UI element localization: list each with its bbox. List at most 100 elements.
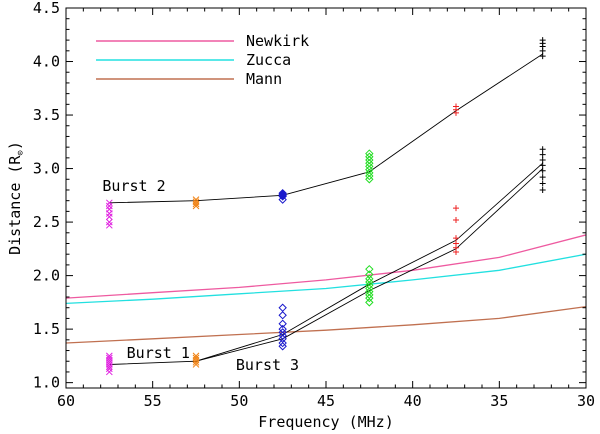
data-point: [539, 37, 546, 44]
scatter-group-8: [453, 103, 459, 116]
data-point: [105, 354, 113, 362]
scatter-group-2: [192, 196, 200, 210]
model-curve-newkirk: [66, 234, 586, 299]
data-point: [365, 168, 374, 178]
annotation-burst-2: Burst 2: [102, 177, 165, 195]
data-point: [105, 368, 113, 376]
scatter-group-6: [365, 149, 374, 184]
data-point: [278, 331, 287, 340]
data-point: [278, 328, 287, 337]
x-tick-label: 40: [404, 392, 422, 410]
data-point: [278, 311, 287, 320]
data-point: [192, 352, 200, 360]
data-point: [105, 352, 113, 360]
y-tick-label: 3.5: [33, 106, 60, 124]
data-point: [278, 338, 287, 348]
data-point: [365, 264, 374, 274]
data-point: [278, 324, 287, 334]
scatter-group-9: [453, 205, 459, 256]
data-point: [365, 162, 374, 171]
data-point: [539, 146, 546, 153]
data-point: [453, 205, 459, 212]
y-tick-label: 2.0: [33, 267, 60, 285]
data-point: [539, 157, 546, 163]
trend-line-burst-1: [109, 162, 543, 365]
data-point: [365, 270, 374, 279]
data-point: [539, 162, 546, 169]
data-point: [105, 205, 113, 213]
x-axis-label: Frequency (MHz): [258, 413, 393, 431]
data-point: [105, 221, 113, 229]
y-axis-label-sub: ⊙: [16, 150, 26, 155]
data-point: [539, 174, 546, 181]
data-point: [365, 281, 374, 290]
data-point: [278, 195, 287, 204]
legend-label-zucca: Zucca: [246, 51, 291, 69]
data-point: [278, 303, 287, 312]
data-point: [278, 319, 287, 328]
data-point: [453, 103, 459, 110]
y-axis-label: Distance (R⊙): [6, 141, 26, 255]
data-point: [365, 293, 374, 303]
data-point: [365, 287, 374, 296]
trend-line-burst-2: [109, 53, 543, 204]
data-point: [105, 213, 113, 221]
data-point: [539, 180, 546, 187]
legend-label-newkirk: Newkirk: [246, 32, 309, 50]
data-point: [365, 175, 374, 184]
y-axis-label-prefix: Distance (R: [6, 155, 24, 255]
data-point: [539, 167, 546, 174]
x-tick-label: 45: [317, 392, 335, 410]
data-point: [365, 165, 374, 174]
model-curve-zucca: [66, 253, 586, 305]
x-tick-label: 30: [577, 392, 595, 410]
data-point: [365, 149, 374, 158]
data-point: [365, 274, 374, 284]
data-point: [105, 199, 113, 207]
annotation-burst-1: Burst 1: [127, 344, 190, 362]
x-tick-label: 50: [230, 392, 248, 410]
y-tick-label: 2.5: [33, 213, 60, 231]
y-tick-label: 4.5: [33, 0, 60, 17]
scatter-group-0: [105, 199, 113, 229]
trend-line-burst-3: [195, 168, 544, 362]
data-point: [365, 290, 374, 300]
data-point: [365, 159, 374, 168]
data-point: [365, 155, 374, 165]
y-axis-label-suffix: ): [6, 141, 24, 150]
data-point-cluster-fill: [279, 190, 287, 200]
data-point: [278, 342, 287, 351]
annotation-burst-3: Burst 3: [236, 356, 299, 374]
plot-area: [66, 37, 586, 376]
axes: 60 55 50 45 40 35 30 1.0 1.5 2.0 2.5 3.0 3.5 4.0 4.5 Bu…: [33, 0, 595, 410]
scatter-group-7: [365, 264, 374, 307]
data-point: [453, 235, 459, 242]
x-tick-label: 60: [57, 392, 75, 410]
data-point: [365, 171, 374, 181]
scatter-group-11: [539, 146, 546, 193]
data-point: [105, 218, 113, 226]
data-point: [365, 298, 374, 307]
data-point: [278, 334, 287, 343]
y-tick-label: 1.5: [33, 320, 60, 338]
data-point: [453, 216, 459, 223]
data-point: [192, 354, 200, 362]
y-tick-label: 3.0: [33, 160, 60, 178]
scatter-group-5: [278, 303, 287, 351]
data-point: [192, 196, 200, 203]
data-point: [539, 151, 546, 158]
data-point: [105, 202, 113, 210]
data-point: [539, 53, 546, 60]
model-curve-mann: [66, 305, 586, 344]
x-tick-label: 35: [490, 392, 508, 410]
data-point: [365, 277, 374, 287]
data-point: [192, 198, 200, 206]
legend-label-mann: Mann: [246, 70, 282, 88]
data-point: [453, 240, 459, 247]
data-point: [365, 284, 374, 293]
scatter-group-10: [539, 37, 546, 60]
x-tick-label: 55: [144, 392, 162, 410]
